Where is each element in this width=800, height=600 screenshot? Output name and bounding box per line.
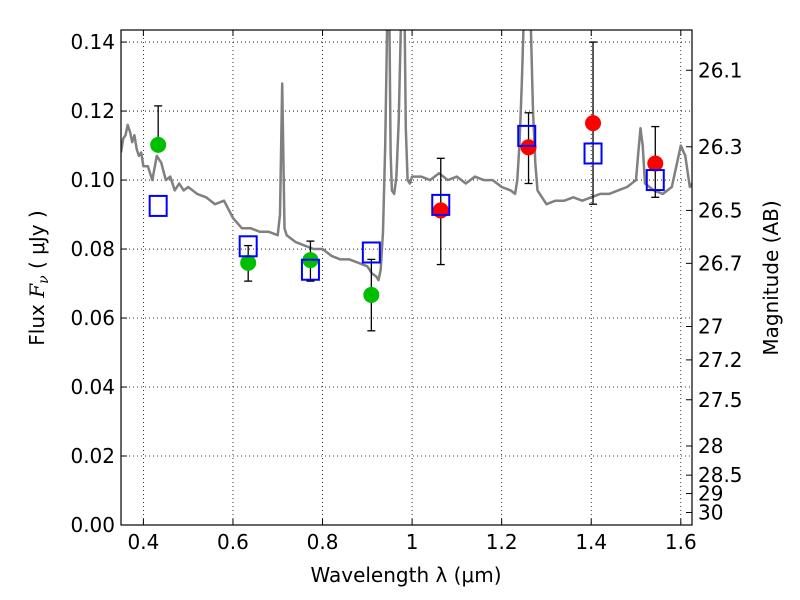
y2-tick-label: 27.2 [698,348,743,372]
axes: 0.4 0.6 0.8 1 1.2 1.4 1.6 0.00 0.02 0.04 0.06 0.08 0… [70,30,743,554]
y2-tick-label: 28.5 [698,463,743,487]
data-point-red [647,155,664,172]
data-point-red [585,115,602,132]
y-axis-label-suffix: ( μJy ) [25,210,49,275]
y-tick-label: 0.14 [70,30,115,54]
y2-axis-label: Magnitude (AB) [759,200,783,355]
model-point-blue [583,142,603,165]
y-tick-label: 0.06 [70,306,115,330]
model-point-blue [431,193,451,216]
y-tick-label: 0.04 [70,375,115,399]
model-point-blue [148,194,168,217]
markers [148,41,665,332]
y-tick-label: 0.08 [70,237,115,261]
x-tick-label: 1.2 [486,530,518,554]
x-tick-label: 0.4 [127,530,159,554]
y-axis-label-subscript: ν [36,275,52,284]
grid [121,30,692,525]
y2-tick-label: 26.3 [698,135,743,159]
model-point-blue [238,235,258,258]
model-point-blue [361,241,381,264]
data-point-green [363,286,380,303]
y-tick-label: 0.10 [70,168,115,192]
x-axis-label: Wavelength λ (μm) [310,563,501,587]
plot-area [121,30,692,282]
x-tick-label: 0.8 [307,530,339,554]
x-tick-label: 0.6 [217,530,249,554]
model-point-blue [645,169,665,192]
y2-tick-label: 30 [698,500,723,524]
data-point-red [432,202,449,219]
y-axis-label: Flux Fν ( μJy ) [25,210,52,345]
y2-tick-label: 28 [698,434,723,458]
y2-tick-label: 29 [698,482,723,506]
y-axis-label-symbol: F [25,283,49,299]
y-tick-label: 0.02 [70,444,115,468]
y2-tick-label: 26.5 [698,198,743,222]
data-point-green [240,254,257,271]
model-spectrum-line [121,30,692,282]
x-tick-label: 1.6 [665,530,697,554]
plot-frame [120,29,693,526]
x-tick-label: 1 [406,530,419,554]
model-point-blue [517,124,537,147]
y-tick-label: 0.12 [70,99,115,123]
y2-tick-label: 27.5 [698,388,743,412]
y2-tick-label: 27 [698,315,723,339]
model-point-blue [300,258,320,281]
y2-tick-label: 26.7 [698,251,743,275]
data-point-red [520,139,537,156]
y-tick-label: 0.00 [70,513,115,537]
y2-tick-label: 26.1 [698,58,743,82]
y-axis-label-prefix: Flux [25,298,49,346]
x-tick-label: 1.4 [575,530,607,554]
data-point-green [150,136,167,153]
